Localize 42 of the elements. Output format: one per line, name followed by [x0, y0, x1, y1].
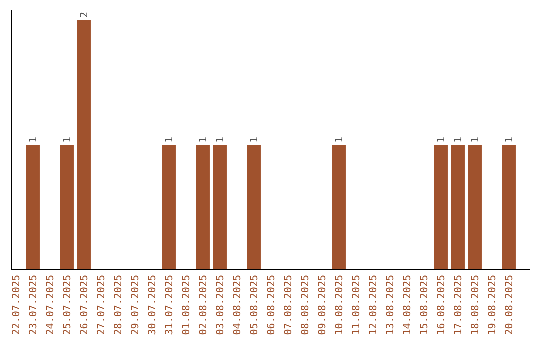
x-tick-label: 04.08.2025 — [232, 275, 244, 336]
x-tick-label: 19.08.2025 — [488, 275, 498, 336]
data-label: 1 — [334, 136, 346, 143]
x-tick-label: 27.07.2025 — [96, 275, 108, 336]
x-tick-label: 28.07.2025 — [114, 275, 124, 336]
x-tick-label: 25.07.2025 — [62, 275, 74, 336]
data-label: 1 — [504, 136, 516, 143]
x-tick-label: 17.08.2025 — [454, 275, 464, 336]
data-label: 1 — [454, 136, 464, 143]
x-tick-label: 13.08.2025 — [386, 275, 396, 336]
data-label: 1 — [470, 136, 482, 143]
data-label: 2 — [80, 12, 90, 18]
x-tick-label: 24.07.2025 — [46, 275, 56, 336]
x-tick-label: 03.08.2025 — [216, 275, 226, 336]
x-tick-label: 31.07.2025 — [164, 275, 176, 336]
x-tick-label: 11.08.2025 — [352, 275, 362, 336]
data-label: 1 — [436, 136, 448, 143]
x-tick-label: 10.08.2025 — [334, 275, 346, 336]
x-tick-label: 20.08.2025 — [504, 275, 516, 336]
x-tick-label: 30.07.2025 — [148, 275, 158, 336]
data-label: 1 — [198, 136, 210, 143]
x-tick-label: 08.08.2025 — [300, 275, 312, 336]
x-tick-label: 23.07.2025 — [28, 275, 40, 336]
x-tick-label: 16.08.2025 — [436, 275, 448, 336]
x-tick-label: 26.07.2025 — [80, 275, 90, 336]
data-label: 1 — [250, 136, 260, 143]
data-label: 1 — [28, 136, 40, 143]
x-tick-label: 01.08.2025 — [182, 275, 192, 336]
x-tick-label: 09.08.2025 — [318, 275, 328, 336]
x-tick-label: 15.08.2025 — [420, 275, 430, 336]
x-tick-label: 06.08.2025 — [266, 275, 278, 336]
x-tick-label: 18.08.2025 — [470, 275, 482, 336]
x-tick-label: 12.08.2025 — [368, 275, 380, 336]
x-tick-label: 02.08.2025 — [198, 275, 210, 336]
x-tick-label: 05.08.2025 — [250, 275, 260, 336]
x-tick-label: 22.07.2025 — [12, 275, 22, 336]
data-label: 1 — [62, 136, 74, 143]
x-tick-label: 14.08.2025 — [402, 275, 414, 336]
data-label: 1 — [164, 136, 176, 143]
x-tick-label: 29.07.2025 — [130, 275, 142, 336]
data-label: 1 — [216, 136, 226, 143]
x-tick-label: 07.08.2025 — [284, 275, 294, 336]
